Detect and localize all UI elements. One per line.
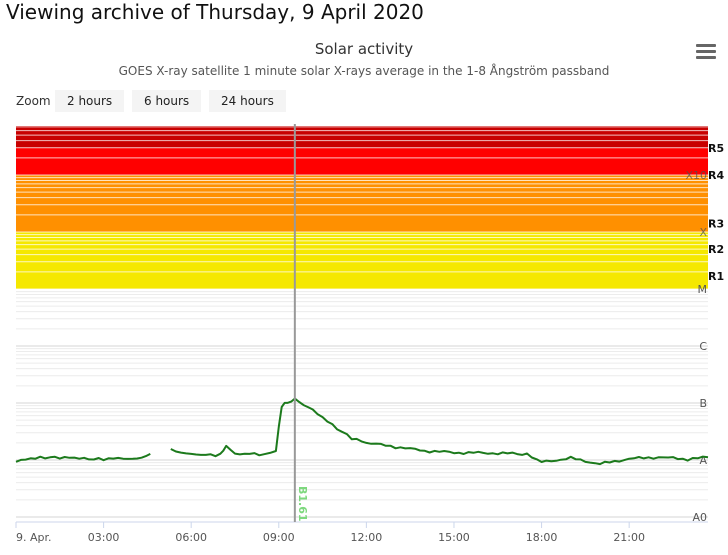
crosshair-value-label: B1.61 <box>296 486 309 522</box>
radio-blackout-label-r3: R3 <box>708 218 724 231</box>
radio-blackout-label-r4: R4 <box>708 169 724 182</box>
zoom-6-hours-button[interactable]: 6 hours <box>132 90 202 112</box>
zoom-24-hours-button[interactable]: 24 hours <box>209 90 286 112</box>
band-extreme <box>16 126 708 148</box>
y-tick-label-a0: A0 <box>692 511 707 524</box>
x-tick-label: 18:00 <box>526 531 558 544</box>
x-tick-label: 03:00 <box>88 531 120 544</box>
radio-blackout-label-r2: R2 <box>708 243 724 256</box>
x-tick-label: 09:00 <box>263 531 295 544</box>
y-tick-label-c: C <box>699 340 707 353</box>
x-tick-label: 9. Apr. <box>16 531 52 544</box>
page-title: Viewing archive of Thursday, 9 April 202… <box>6 0 424 24</box>
chart-menu-icon[interactable] <box>696 44 716 60</box>
zoom-2-hours-button[interactable]: 2 hours <box>55 90 125 112</box>
x-tick-label: 21:00 <box>613 531 645 544</box>
x-tick-label: 15:00 <box>438 531 470 544</box>
radio-blackout-label-r5: R5 <box>708 142 724 155</box>
y-tick-label-m: M <box>698 283 708 296</box>
x-tick-label: 12:00 <box>351 531 383 544</box>
x-tick-label: 06:00 <box>175 531 207 544</box>
y-tick-label-a: A <box>699 454 707 467</box>
y-tick-label-x10: X10 <box>685 169 707 182</box>
y-tick-label-b: B <box>699 397 707 410</box>
y-tick-label-x: X <box>699 226 707 239</box>
series-line-segment <box>170 397 709 466</box>
zoom-label: Zoom <box>16 94 51 108</box>
chart-subtitle: GOES X-ray satellite 1 minute solar X-ra… <box>118 64 610 78</box>
radio-blackout-label-r1: R1 <box>708 270 724 283</box>
band-m-class <box>16 232 708 289</box>
band-x10-class <box>16 147 708 175</box>
band-x-class <box>16 175 708 232</box>
chart-title: Solar activity <box>314 40 414 58</box>
series-line-segment <box>15 453 151 463</box>
